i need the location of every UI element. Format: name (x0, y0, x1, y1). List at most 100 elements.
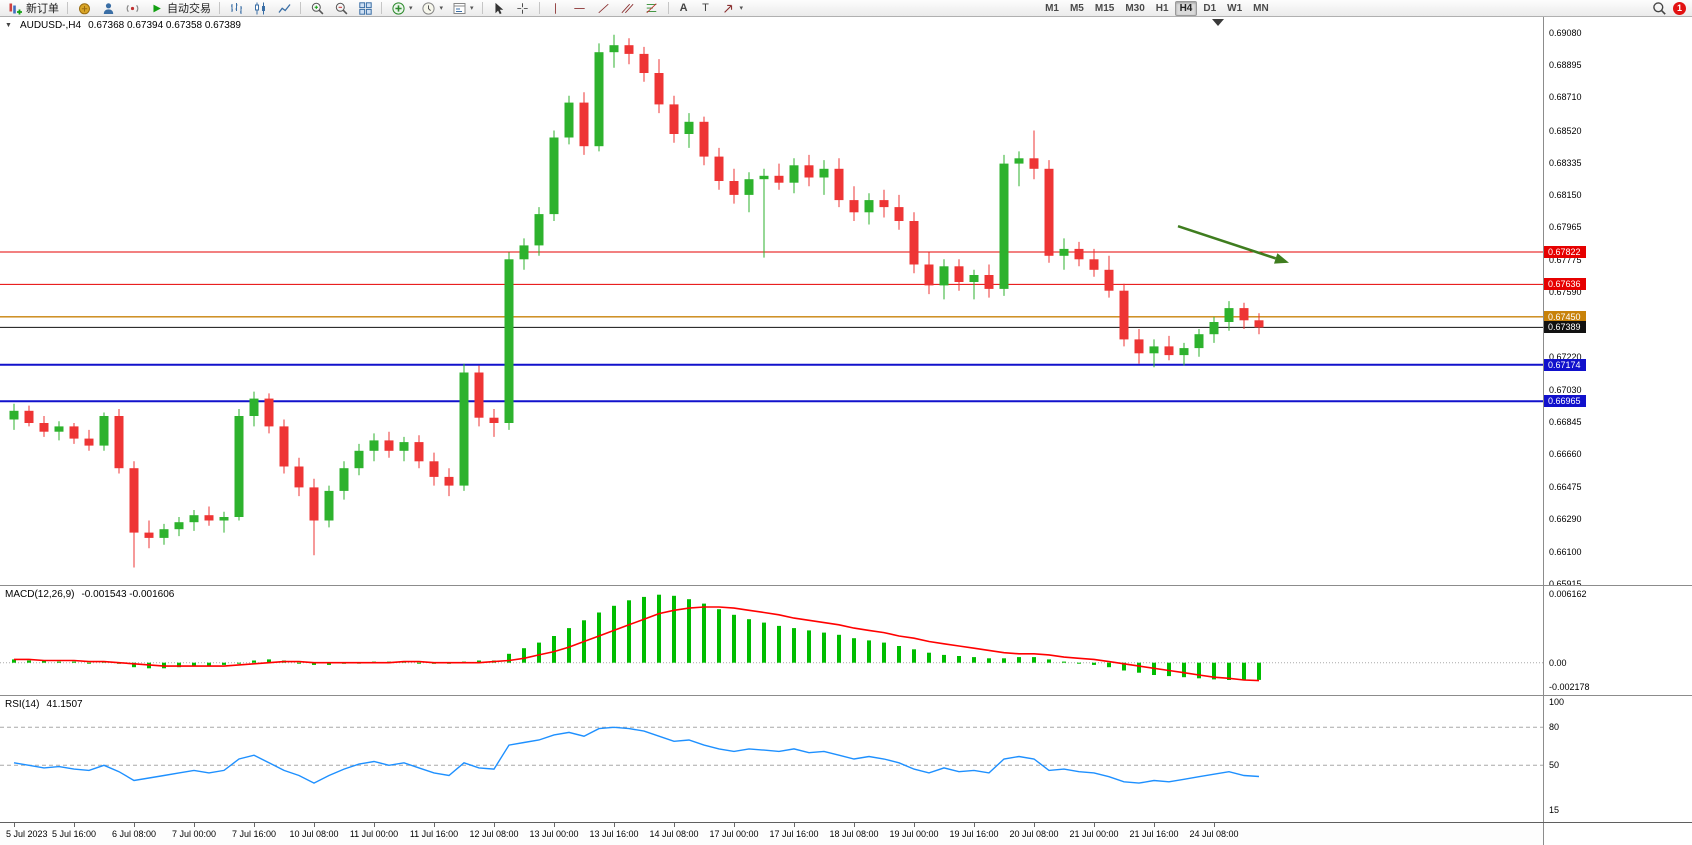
arrow-object-icon (721, 1, 737, 16)
time-tick (674, 823, 675, 827)
macd-axis-label: 0.00 (1549, 657, 1567, 668)
zoom-out-button[interactable] (330, 0, 352, 16)
price-axis-label: 0.66660 (1549, 449, 1582, 460)
time-axis-label: 17 Jul 16:00 (769, 829, 819, 839)
crosshair-button[interactable] (512, 0, 534, 16)
time-axis-label: 20 Jul 08:00 (1009, 829, 1059, 839)
toolbar-separator (381, 2, 382, 14)
macd-axis[interactable]: 0.006162 0.00 -0.002178 (1543, 586, 1692, 695)
candlestick-plot[interactable] (0, 17, 1543, 585)
timeframe-m1-button[interactable]: M1 (1045, 2, 1059, 14)
macd-values: -0.001543 -0.001606 (81, 589, 175, 600)
signals-button[interactable] (121, 0, 143, 16)
rsi-axis-label: 100 (1549, 697, 1565, 707)
text-label-button[interactable]: T (696, 0, 716, 16)
price-axis-label: 0.66475 (1549, 481, 1582, 492)
signal-icon (124, 1, 140, 16)
timeframe-d1-button[interactable]: D1 (1203, 2, 1217, 14)
timeframe-h1-button[interactable]: H1 (1155, 2, 1169, 14)
notification-badge[interactable]: 1 (1673, 1, 1686, 15)
templates-button[interactable]: ▾ (448, 0, 477, 16)
rsi-axis-label: 50 (1549, 760, 1560, 771)
price-axis-label: 0.67030 (1549, 384, 1582, 395)
macd-header: MACD(12,26,9) -0.001543 -0.001606 (5, 589, 174, 600)
timeframe-m15-button[interactable]: M15 (1094, 2, 1115, 14)
dropdown-caret-icon: ▾ (439, 4, 444, 12)
time-axis-label: 21 Jul 00:00 (1069, 829, 1119, 839)
rsi-axis-label: 15 (1549, 804, 1560, 815)
macd-title: MACD(12,26,9) (5, 589, 75, 600)
time-axis-label: 14 Jul 08:00 (649, 829, 699, 839)
chart-shift-marker[interactable] (1212, 19, 1224, 26)
toolbar-right-group: 1 (1651, 1, 1688, 16)
community-button[interactable] (97, 0, 119, 16)
toolbar-separator (538, 2, 540, 14)
time-axis-label: 5 Jul 2023 (6, 829, 48, 839)
timeframe-mn-button[interactable]: MN (1253, 2, 1269, 14)
timeframe-m5-button[interactable]: M5 (1069, 2, 1084, 14)
time-tick (554, 823, 555, 827)
fibonacci-button[interactable] (641, 0, 663, 16)
arrow-objects-button[interactable]: ▾ (718, 0, 747, 16)
rsi-value: 41.1507 (46, 699, 83, 710)
play-icon (148, 1, 164, 16)
main-chart-panel: ▼ AUDUSD-,H4 0.67368 0.67394 0.67358 0.6… (0, 17, 1692, 585)
timeframe-h4-button[interactable]: H4 (1174, 0, 1198, 16)
search-icon[interactable] (1651, 1, 1667, 16)
indicators-button[interactable]: ▾ (387, 0, 416, 16)
rsi-header: RSI(14) 41.1507 (5, 699, 83, 710)
time-tick (1094, 823, 1095, 827)
toolbar-separator (481, 2, 483, 14)
macd-plot[interactable] (0, 586, 1543, 695)
price-axis-label: 0.68520 (1549, 125, 1582, 136)
label-icon: T (702, 2, 709, 14)
zoom-in-icon (309, 1, 325, 16)
time-tick (974, 823, 975, 827)
time-axis-label: 7 Jul 16:00 (231, 829, 277, 839)
time-axis[interactable]: 5 Jul 2023 5 Jul 16:00 6 Jul 08:00 7 Jul 00… (0, 822, 1692, 845)
horizontal-line-button[interactable] (569, 0, 591, 16)
rsi-plot[interactable] (0, 696, 1543, 822)
cursor-button[interactable] (488, 0, 510, 16)
text-icon: A (679, 2, 688, 14)
line-chart-button[interactable] (273, 0, 295, 16)
price-axis[interactable]: 0.69080 0.68895 0.68710 0.68520 0.68335 0.681… (1543, 17, 1692, 585)
channel-icon (620, 1, 636, 16)
timeframe-m30-button[interactable]: M30 (1125, 2, 1145, 14)
time-axis-label: 17 Jul 00:00 (709, 829, 759, 839)
time-axis-corner (1543, 823, 1692, 845)
text-button[interactable]: A (674, 0, 694, 16)
bar-chart-button[interactable] (225, 0, 247, 16)
auto-trading-button[interactable]: 自动交易 (145, 0, 214, 16)
periods-button[interactable]: ▾ (418, 0, 447, 16)
rsi-line (13, 726, 1260, 784)
price-tag: 0.67450 (1544, 310, 1586, 323)
crosshair-icon (515, 1, 531, 16)
zoom-in-button[interactable] (306, 0, 328, 16)
candlestick-chart-button[interactable] (249, 0, 271, 16)
trendline-button[interactable] (593, 0, 615, 16)
time-tick (794, 823, 795, 827)
trendline-icon (596, 1, 612, 16)
rsi-axis-label: 80 (1549, 722, 1560, 733)
cursor-icon (491, 1, 507, 16)
rsi-axis[interactable]: 100 80 50 15 (1543, 696, 1692, 822)
tile-windows-button[interactable] (354, 0, 376, 16)
collapse-chart-button[interactable]: ▼ (5, 22, 12, 29)
price-tag: 0.66965 (1544, 395, 1586, 408)
timeframe-w1-button[interactable]: W1 (1227, 2, 1243, 14)
macd-axis-label: 0.006162 (1549, 589, 1587, 599)
time-axis-label: 12 Jul 08:00 (469, 829, 519, 839)
macd-panel: MACD(12,26,9) -0.001543 -0.001606 0.0061… (0, 585, 1692, 695)
time-axis-label: 19 Jul 16:00 (949, 829, 999, 839)
channel-button[interactable] (617, 0, 639, 16)
time-tick (734, 823, 735, 827)
market-watch-icon (76, 1, 92, 16)
market-watch-button[interactable] (73, 0, 95, 16)
vertical-line-button[interactable] (545, 0, 567, 16)
time-tick (1034, 823, 1035, 827)
time-axis-label: 11 Jul 16:00 (409, 829, 459, 839)
new-order-button[interactable]: 新订单 (4, 0, 62, 16)
trend-arrow-annotation[interactable] (1177, 224, 1289, 264)
price-axis-label: 0.67965 (1549, 222, 1582, 233)
